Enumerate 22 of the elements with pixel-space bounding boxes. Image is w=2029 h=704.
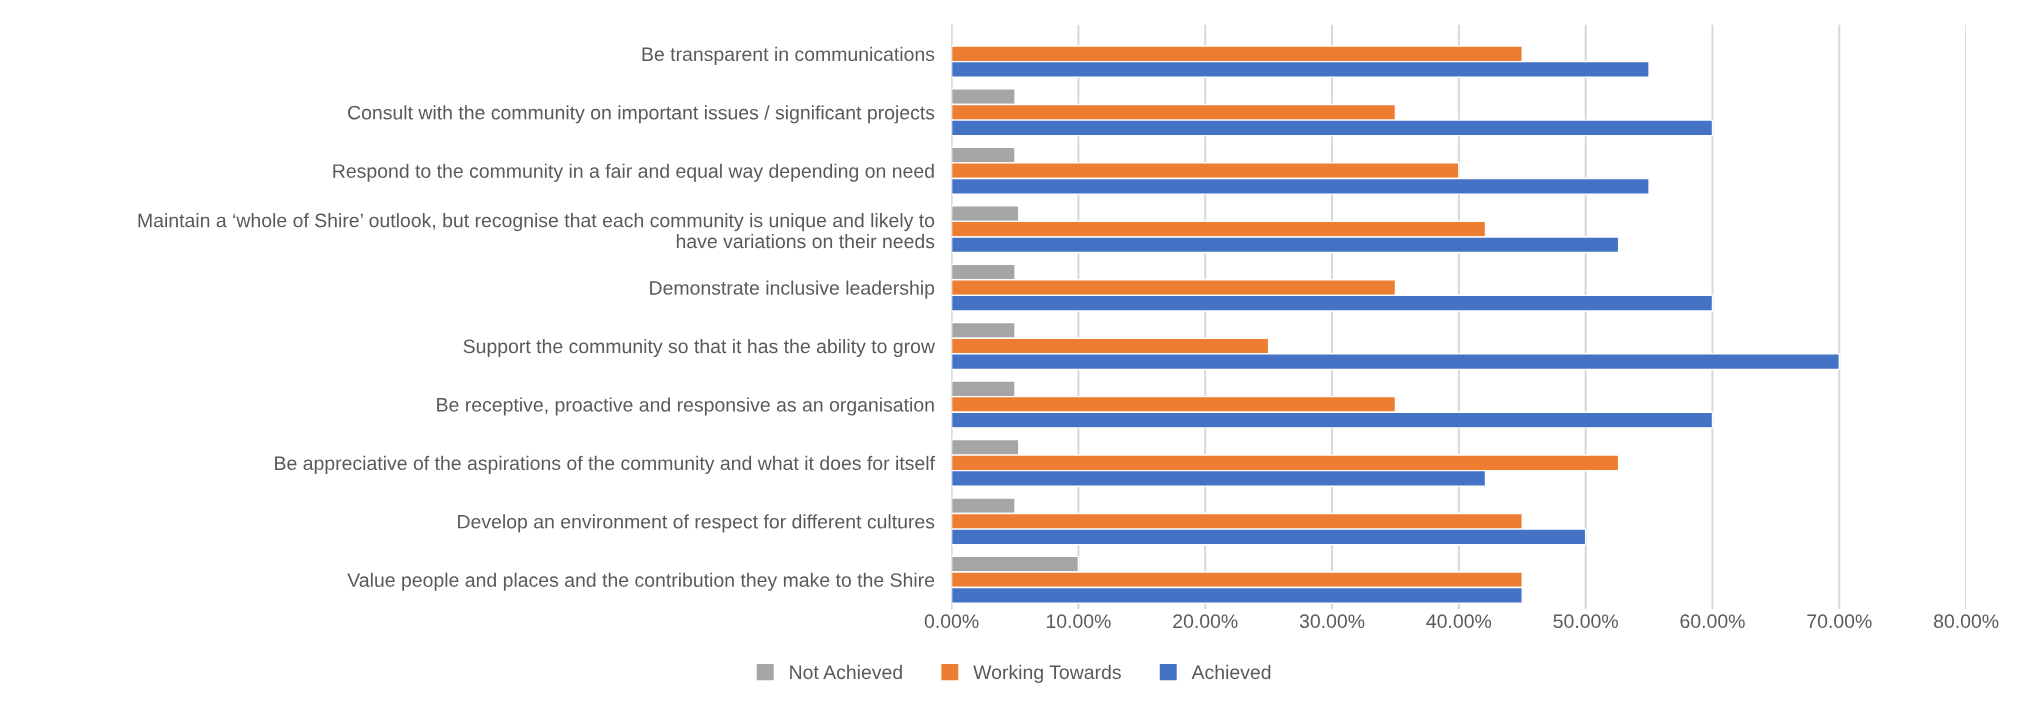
x-tick-label: 10.00% bbox=[1046, 614, 1111, 629]
y-tick-label: Consult with the community on important issues / significant projects bbox=[348, 105, 935, 124]
y-tick-label: Support the community so that it has the ability to grow bbox=[463, 338, 936, 358]
x-tick-label: 60.00% bbox=[1680, 614, 1745, 629]
y-tick-label: Be transparent in communications bbox=[642, 46, 935, 65]
y-tick-label: Develop an environment of respect for different cultures bbox=[458, 514, 935, 533]
y-tick-label: Maintain a ‘whole of Shire’ outlook, but recognise that each community is unique and likely to have variations on their needs bbox=[138, 213, 935, 249]
x-tick-label: 50.00% bbox=[1553, 614, 1618, 629]
legend-label: Achieved bbox=[1191, 664, 1271, 680]
x-tick-label: 70.00% bbox=[1807, 614, 1872, 629]
legend-label: Working Towards bbox=[973, 664, 1121, 683]
y-tick-label: Demonstrate inclusive leadership bbox=[650, 280, 935, 299]
y-tick-label: Be receptive, proactive and responsive as an organisation bbox=[437, 397, 934, 416]
x-tick-label: 40.00% bbox=[1426, 614, 1492, 629]
x-tick-label: 0.00% bbox=[924, 614, 979, 629]
x-tick-label: 20.00% bbox=[1173, 614, 1238, 629]
x-tick-label: 30.00% bbox=[1299, 614, 1365, 629]
x-tick-label: 80.00% bbox=[1933, 614, 1999, 629]
y-tick-label: Respond to the community in a fair and equal way depending on need bbox=[333, 163, 934, 182]
y-tick-label: Value people and places and the contribution they make to the Shire bbox=[347, 572, 935, 591]
y-tick-label: Be appreciative of the aspirations of the community and what it does for itself bbox=[275, 455, 936, 474]
legend-label: Not Achieved bbox=[790, 664, 902, 680]
